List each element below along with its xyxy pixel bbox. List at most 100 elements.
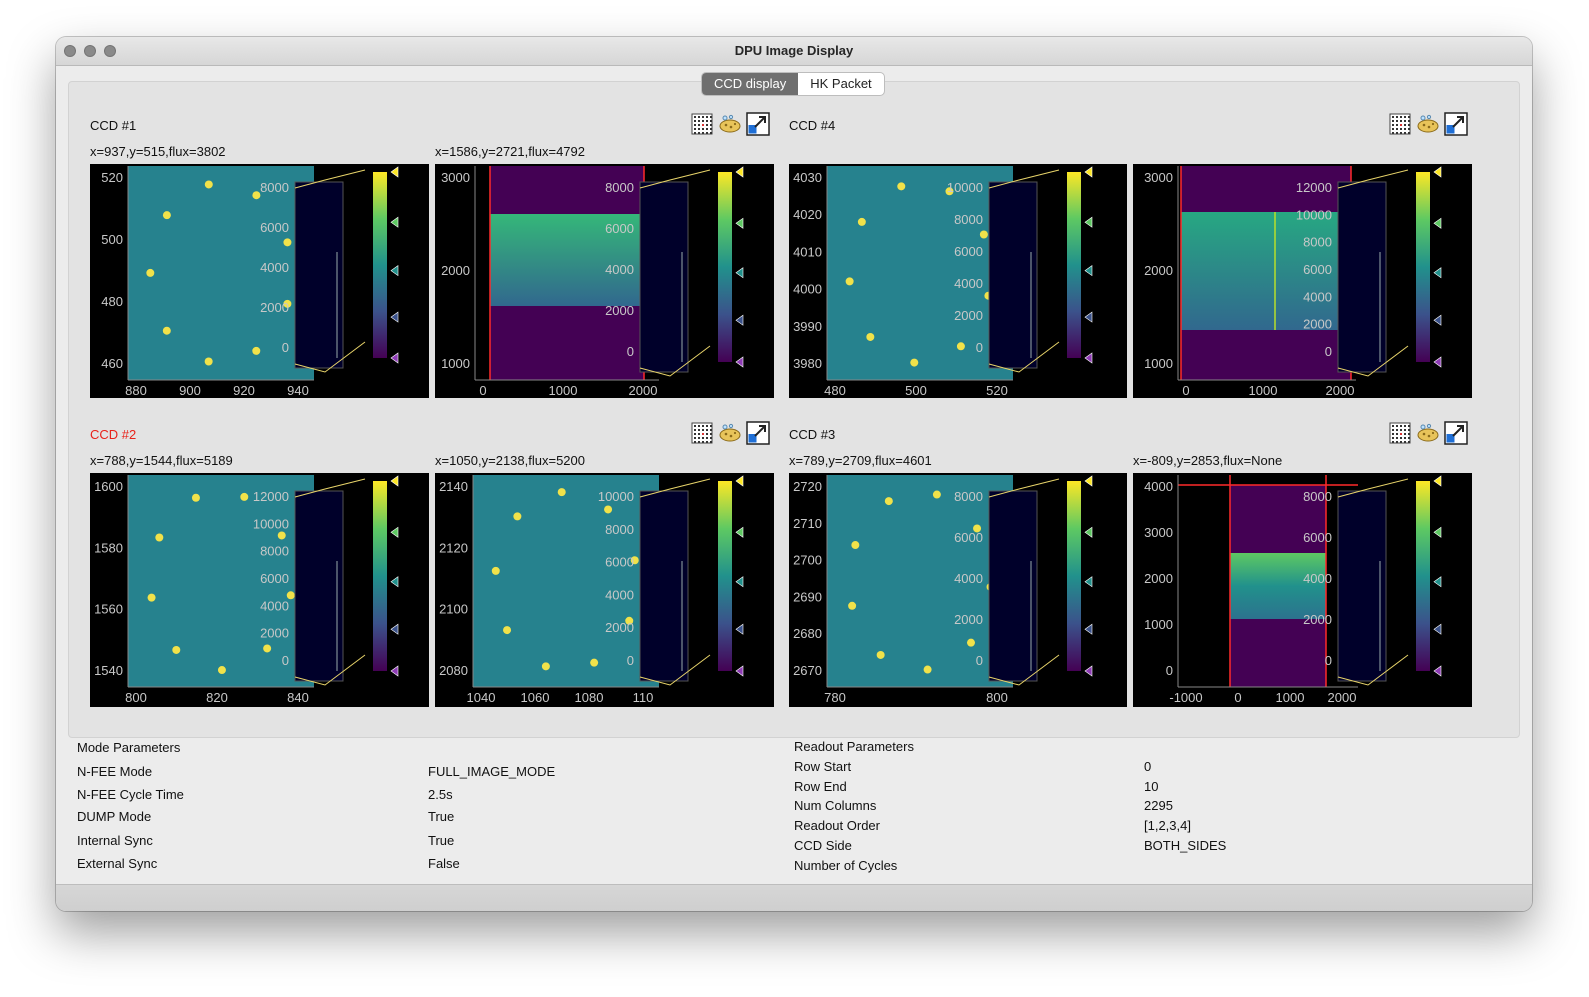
x-tick-label: 500 bbox=[905, 383, 927, 398]
minimize-window-button[interactable] bbox=[84, 45, 96, 57]
star-spot bbox=[557, 488, 566, 497]
gradient-marker bbox=[735, 267, 744, 279]
y-tick-label: 4010 bbox=[793, 244, 822, 259]
y-tick-label: 1000 bbox=[441, 356, 470, 371]
colorbar bbox=[1416, 172, 1430, 362]
tab-ccd-display[interactable]: CCD display bbox=[702, 73, 799, 95]
y-tick-label: 520 bbox=[101, 170, 123, 185]
colorbar-tick-label: 4000 bbox=[954, 276, 983, 291]
colorbar-tick-label: 2000 bbox=[1303, 317, 1332, 332]
colorbar-tick-label: 10000 bbox=[1296, 207, 1332, 222]
y-tick-label: 3980 bbox=[793, 356, 822, 371]
x-tick-label: 480 bbox=[824, 383, 846, 398]
ccd-toolbar bbox=[690, 112, 770, 136]
param-value: 2.5s bbox=[428, 787, 453, 802]
expand-icon[interactable] bbox=[746, 112, 770, 136]
level-connector bbox=[1337, 169, 1409, 189]
x-tick-label: 2000 bbox=[1328, 690, 1357, 705]
level-connector bbox=[639, 654, 711, 686]
close-window-button[interactable] bbox=[64, 45, 76, 57]
ccd-image-view[interactable]: 4030 4020 4010 4000 3990 3980 480 500 520 10000 80… bbox=[789, 164, 1127, 398]
histogram-panel bbox=[639, 490, 689, 682]
image-background bbox=[128, 475, 314, 687]
colorbar-tick-label: 10000 bbox=[947, 180, 983, 195]
param-value: True bbox=[428, 809, 455, 824]
x-tick-label: 520 bbox=[986, 383, 1008, 398]
bottom-bar bbox=[56, 884, 1532, 911]
cursor-readout: x=789,y=2709,flux=4601 bbox=[789, 453, 932, 468]
expand-icon[interactable] bbox=[1444, 112, 1468, 136]
sponge-icon[interactable] bbox=[1416, 421, 1440, 445]
x-tick-label: 800 bbox=[986, 690, 1008, 705]
ccd-image-view[interactable]: 520 500 480 460 880 900 920 940 8000 6000 4000 2000… bbox=[90, 164, 429, 398]
ccd-image-view[interactable]: 1600 1580 1560 1540 800 820 840 12000 10000 8000 6… bbox=[90, 473, 429, 707]
grid-icon[interactable] bbox=[1388, 112, 1412, 136]
gradient-marker bbox=[1433, 526, 1442, 538]
sponge-icon[interactable] bbox=[718, 112, 742, 136]
sponge-icon[interactable] bbox=[1416, 112, 1440, 136]
star-spot bbox=[172, 645, 181, 654]
grid-icon[interactable] bbox=[690, 421, 714, 445]
param-label: Number of Cycles bbox=[794, 858, 898, 873]
star-spot bbox=[973, 524, 982, 533]
grid-icon[interactable] bbox=[690, 112, 714, 136]
ccd-image-view[interactable]: 2720 2710 2700 2690 2680 2670 780 800 8000 6000 40… bbox=[789, 473, 1127, 707]
x-tick-label: 780 bbox=[824, 690, 846, 705]
star-spot bbox=[848, 601, 857, 610]
x-tick-label: 0 bbox=[479, 383, 486, 398]
y-tick-label: 3000 bbox=[441, 170, 470, 185]
x-tick-label: 940 bbox=[287, 383, 309, 398]
star-spot bbox=[286, 591, 295, 600]
colorbar bbox=[718, 481, 732, 671]
y-tick-label: 480 bbox=[101, 294, 123, 309]
readout-band bbox=[1181, 212, 1351, 330]
ccd-full-frame-view[interactable]: 3000 2000 1000 0 1000 2000 8000 6000 4000 2000 0 bbox=[435, 164, 774, 398]
y-tick-label: 1540 bbox=[94, 663, 123, 678]
ccd-full-frame-view[interactable]: 3000 2000 1000 0 1000 2000 12000 10000 8000 6000 4… bbox=[1133, 164, 1472, 398]
star-spot bbox=[851, 541, 860, 550]
gradient-marker bbox=[735, 623, 744, 635]
colorbar-tick-label: 2000 bbox=[954, 612, 983, 627]
y-tick-label: 2720 bbox=[793, 479, 822, 494]
histogram-panel bbox=[988, 490, 1038, 682]
ccd-image-view[interactable]: 2140 2120 2100 2080 1040 1060 1080 110 10000 8000… bbox=[435, 473, 774, 707]
y-tick-label: 4030 bbox=[793, 170, 822, 185]
y-tick-label: 1000 bbox=[1144, 617, 1173, 632]
param-value: BOTH_SIDES bbox=[1144, 838, 1227, 853]
colorbar-tick-label: 4000 bbox=[1303, 289, 1332, 304]
zoom-window-button[interactable] bbox=[104, 45, 116, 57]
star-spot bbox=[945, 187, 954, 196]
gradient-marker bbox=[390, 352, 399, 364]
level-connector bbox=[294, 478, 366, 498]
y-tick-label: 0 bbox=[1166, 663, 1173, 678]
gradient-marker bbox=[390, 526, 399, 538]
param-label: Row End bbox=[794, 779, 847, 794]
gradient-marker bbox=[1433, 314, 1442, 326]
tab-hk-packet[interactable]: HK Packet bbox=[810, 76, 872, 91]
expand-icon[interactable] bbox=[1444, 421, 1468, 445]
star-spot bbox=[956, 342, 965, 351]
y-tick-label: 2000 bbox=[1144, 263, 1173, 278]
colorbar-tick-label: 0 bbox=[282, 340, 289, 355]
histogram-panel bbox=[1337, 181, 1387, 373]
level-connector bbox=[1337, 654, 1409, 686]
star-spot bbox=[630, 556, 639, 565]
star-spot bbox=[155, 533, 164, 542]
x-tick-label: 1000 bbox=[1276, 690, 1305, 705]
ccd-toolbar bbox=[1388, 112, 1468, 136]
gradient-marker bbox=[1433, 166, 1442, 178]
colorbar-tick-label: 2000 bbox=[1303, 612, 1332, 627]
star-spot bbox=[162, 211, 171, 220]
y-tick-label: 1560 bbox=[94, 602, 123, 617]
level-connector bbox=[988, 478, 1060, 498]
sponge-icon[interactable] bbox=[718, 421, 742, 445]
histogram-panel bbox=[988, 181, 1038, 369]
star-spot bbox=[240, 492, 249, 501]
y-tick-label: 460 bbox=[101, 356, 123, 371]
level-connector bbox=[988, 654, 1060, 686]
ccd-full-frame-view[interactable]: 4000 3000 2000 1000 0 -1000 0 1000 2000 8000 6000 4… bbox=[1133, 473, 1472, 707]
param-label: N-FEE Cycle Time bbox=[77, 787, 184, 802]
grid-icon[interactable] bbox=[1388, 421, 1412, 445]
expand-icon[interactable] bbox=[746, 421, 770, 445]
y-tick-label: 3000 bbox=[1144, 525, 1173, 540]
